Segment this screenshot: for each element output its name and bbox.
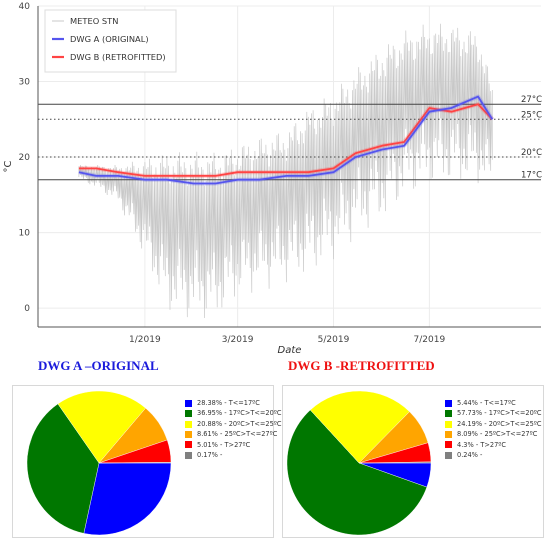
legend-item[interactable]: 0.24% - <box>445 450 542 460</box>
legend-label: 8.09% - 25ºC>T<=27ºC <box>457 430 538 439</box>
reference-lines: 27°C 25°C 20°C 17°C <box>38 95 542 181</box>
legend-item[interactable]: 5.01% - T>27ºC <box>185 440 282 450</box>
legend-label-0: METEO STN <box>70 16 118 26</box>
legend-swatch <box>445 410 452 418</box>
x-tick-label: 7/2019 <box>414 335 446 345</box>
legend-label: 0.17% - <box>197 451 223 460</box>
legend-label: 5.01% - T>27ºC <box>197 440 251 449</box>
legend-label: 20.88% - 20ºC>T<=25ºC <box>197 419 282 428</box>
reference-label-27: 27°C <box>521 95 542 105</box>
y-tick-label: 0 <box>24 304 30 314</box>
legend-item[interactable]: 24.19% - 20ºC>T<=25ºC <box>445 419 542 429</box>
reference-label-20: 20°C <box>521 148 542 158</box>
dwelling-series <box>78 94 494 186</box>
dwg-a-line <box>78 95 494 185</box>
legend-item[interactable]: 20.88% - 20ºC>T<=25ºC <box>185 419 282 429</box>
line-legend[interactable]: METEO STN DWG A (ORIGINAL) DWG B (RETROFIT… <box>44 9 177 73</box>
pie-slice-2 <box>310 390 410 464</box>
legend-swatch <box>445 441 452 449</box>
pie-a-panel: 28.38% - T<=17ºC 36.95% - 17ºC>T<=20ºC 20.… <box>12 385 282 538</box>
legend-label: 8.61% - 25ºC>T<=27ºC <box>197 430 278 439</box>
legend-swatch <box>185 430 192 438</box>
pie-slice-2 <box>57 390 146 464</box>
legend-item[interactable]: 0.17% - <box>185 450 282 460</box>
legend-item[interactable]: 36.95% - 17ºC>T<=20ºC <box>185 408 282 418</box>
dwg-b-line <box>78 103 493 177</box>
pie-slice-1 <box>26 403 100 534</box>
legend-label: 57.73% - 17ºC>T<=20ºC <box>457 409 542 418</box>
axes: 1/2019 3/2019 5/2019 7/2019 0 10 20 30 40 Date °C <box>3 2 541 356</box>
grid-lines <box>38 5 541 327</box>
legend-label-2: DWG B (RETROFITTED) <box>70 52 166 62</box>
meteo-stn-line <box>78 23 493 319</box>
pie-b-title: DWG B -RETROFITTED <box>288 358 435 373</box>
y-tick-label: 30 <box>19 78 31 88</box>
y-tick-label: 20 <box>19 153 31 163</box>
pie-b-panel: 5.44% - T<=17ºC 57.73% - 17ºC>T<=20ºC 24.1… <box>282 385 544 538</box>
legend-label: 28.38% - T<=17ºC <box>197 399 260 407</box>
pie-slice-5 <box>358 461 432 464</box>
x-tick-label: 5/2019 <box>318 335 350 345</box>
legend-swatch <box>185 451 192 459</box>
legend-label-1: DWG A (ORIGINAL) <box>70 34 149 44</box>
legend-item[interactable]: 8.09% - 25ºC>T<=27ºC <box>445 429 542 439</box>
legend-item[interactable]: 8.61% - 25ºC>T<=27ºC <box>185 429 282 439</box>
legend-item[interactable]: 5.44% - T<=17ºC <box>445 398 542 408</box>
legend-swatch <box>445 430 452 438</box>
line-chart: 27°C25°C20°C17°C 1/2019 3/2019 5/2019 7/201… <box>3 2 542 356</box>
legend-item[interactable]: 4.3% - T>27ºC <box>445 440 542 450</box>
legend-label: 24.19% - 20ºC>T<=25ºC <box>457 419 542 428</box>
reference-label-17: 17°C <box>521 171 542 181</box>
legend-swatch <box>185 441 192 449</box>
pie-slice-0 <box>83 462 172 536</box>
y-axis-label: °C <box>3 160 14 172</box>
pie-slice-1 <box>286 409 428 536</box>
pie-a-chart <box>26 390 172 536</box>
reference-label-25: 25°C <box>521 110 542 120</box>
y-tick-label: 10 <box>19 229 31 239</box>
legend-box <box>44 9 177 73</box>
pie-b-chart <box>286 390 432 536</box>
pie-b-legend: 5.44% - T<=17ºC 57.73% - 17ºC>T<=20ºC 24.1… <box>445 398 542 460</box>
legend-label: 0.24% - <box>457 451 483 460</box>
legend-swatch <box>445 399 452 407</box>
legend-swatch <box>445 451 452 459</box>
legend-item[interactable]: 28.38% - T<=17ºC <box>185 398 282 408</box>
x-tick-label: 1/2019 <box>129 335 161 345</box>
legend-item[interactable]: 57.73% - 17ºC>T<=20ºC <box>445 408 542 418</box>
legend-label: 5.44% - T<=17ºC <box>457 399 516 407</box>
legend-label: 4.3% - T>27ºC <box>457 440 506 449</box>
legend-swatch <box>445 420 452 428</box>
y-tick-label: 40 <box>19 2 31 12</box>
legend-swatch <box>185 420 192 428</box>
x-axis-label: Date <box>278 345 302 356</box>
x-tick-label: 3/2019 <box>222 335 254 345</box>
meteo-station-series <box>78 23 493 319</box>
legend-swatch <box>185 410 192 418</box>
pie-slice-5 <box>98 462 172 464</box>
pie-a-title: DWG A –ORIGINAL <box>38 358 159 373</box>
legend-label: 36.95% - 17ºC>T<=20ºC <box>197 409 282 418</box>
pie-a-legend: 28.38% - T<=17ºC 36.95% - 17ºC>T<=20ºC 20.… <box>185 398 282 460</box>
legend-swatch <box>185 399 192 407</box>
